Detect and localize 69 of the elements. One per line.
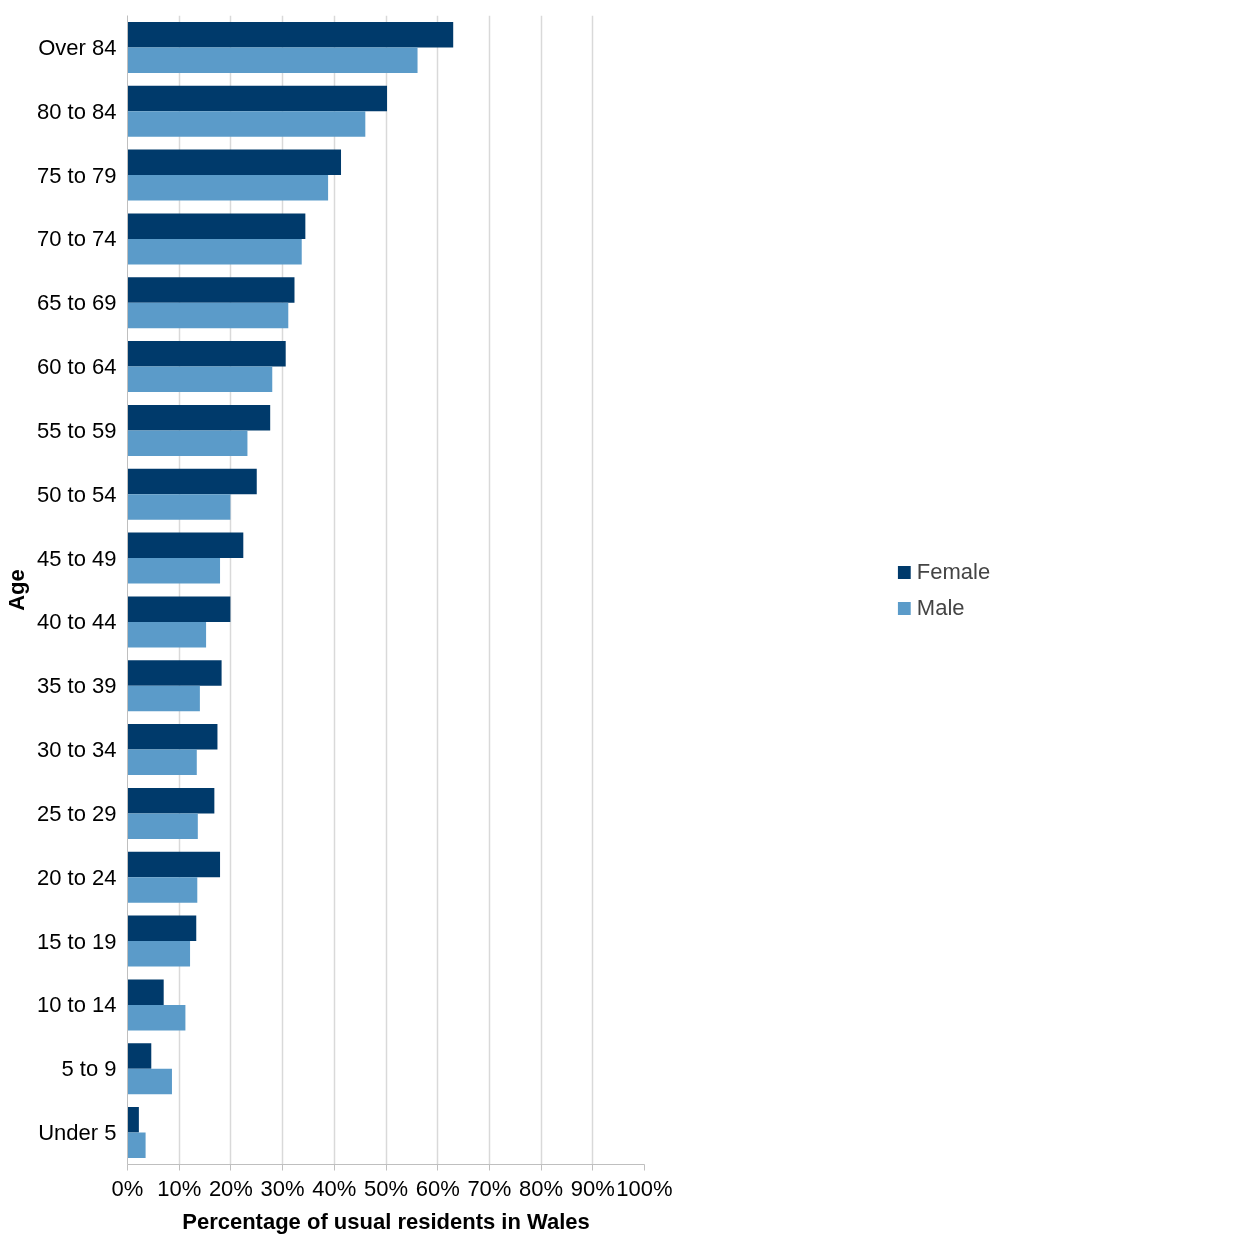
x-tick-label: 60% <box>415 1175 460 1201</box>
x-tick-label: 0% <box>111 1175 144 1201</box>
y-tick-label: 80 to 84 <box>36 98 117 124</box>
bar <box>127 660 222 686</box>
bar <box>127 685 200 712</box>
x-tick-label: 100% <box>616 1175 673 1201</box>
bar <box>127 494 231 520</box>
bar <box>127 149 342 176</box>
bar <box>127 877 198 903</box>
bar <box>127 175 329 201</box>
bar <box>127 1043 152 1069</box>
bar <box>127 404 271 431</box>
bar <box>127 596 231 622</box>
y-tick-label: Over 84 <box>38 34 117 60</box>
y-tick-label: 40 to 44 <box>36 609 117 635</box>
x-tick-label: 50% <box>363 1175 409 1201</box>
y-tick-label: 50 to 54 <box>36 481 117 507</box>
bar <box>127 21 454 48</box>
y-axis-title: Age <box>3 569 29 611</box>
x-tick-label: 90% <box>570 1175 615 1201</box>
y-tick-label: 60 to 64 <box>36 354 117 380</box>
x-tick-label: 80% <box>519 1175 564 1201</box>
y-tick-label: 45 to 49 <box>36 545 117 571</box>
bar <box>127 213 306 239</box>
y-tick-label: 70 to 74 <box>36 226 117 252</box>
bar <box>127 941 191 967</box>
bar <box>127 47 418 73</box>
y-tick-label: 30 to 34 <box>36 737 117 763</box>
bar <box>127 238 302 265</box>
bar <box>127 532 244 559</box>
y-tick-label: 15 to 19 <box>36 928 117 954</box>
bar <box>127 85 388 112</box>
x-tick-label: 20% <box>208 1175 253 1201</box>
x-tick-label: 30% <box>260 1175 305 1201</box>
bar <box>127 1004 186 1031</box>
y-tick-label: 10 to 14 <box>36 992 117 1018</box>
bar <box>127 430 248 456</box>
bar <box>127 111 366 137</box>
bar <box>127 1068 172 1095</box>
bar <box>127 749 197 776</box>
bar <box>127 724 218 750</box>
x-tick-label: 40% <box>312 1175 357 1201</box>
bar <box>127 1107 139 1133</box>
y-tick-label: 65 to 69 <box>36 290 117 316</box>
bar <box>127 979 164 1005</box>
bar <box>127 621 207 648</box>
bar <box>127 468 257 495</box>
bar <box>127 787 215 814</box>
y-tick-label: 35 to 39 <box>36 673 117 699</box>
y-tick-label: 75 to 79 <box>36 162 117 188</box>
bar <box>127 813 198 839</box>
y-tick-label: 20 to 24 <box>36 864 117 890</box>
bar <box>127 341 286 367</box>
bar <box>127 851 221 878</box>
y-tick-label: 25 to 29 <box>36 800 117 826</box>
bar <box>127 302 289 329</box>
y-tick-label: 55 to 59 <box>36 417 117 443</box>
legend-label: Female <box>916 558 991 585</box>
bar <box>127 366 273 393</box>
x-axis-title: Percentage of usual residents in Wales <box>182 1208 590 1234</box>
y-tick-label: Under 5 <box>38 1120 117 1146</box>
y-tick-label: 5 to 9 <box>61 1056 117 1082</box>
bar <box>127 1132 146 1159</box>
x-tick-label: 10% <box>157 1175 202 1201</box>
x-tick-label: 70% <box>467 1175 512 1201</box>
bar <box>127 915 197 942</box>
bar <box>127 558 221 584</box>
bar <box>127 277 295 303</box>
legend-label: Male <box>916 594 965 621</box>
